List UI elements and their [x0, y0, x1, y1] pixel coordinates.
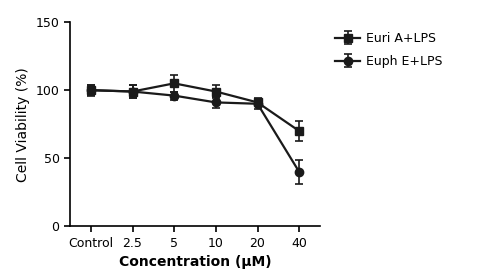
- Legend: Euri A+LPS, Euph E+LPS: Euri A+LPS, Euph E+LPS: [331, 28, 446, 72]
- X-axis label: Concentration (μM): Concentration (μM): [118, 255, 272, 269]
- Y-axis label: Cell Viability (%): Cell Viability (%): [16, 67, 30, 182]
